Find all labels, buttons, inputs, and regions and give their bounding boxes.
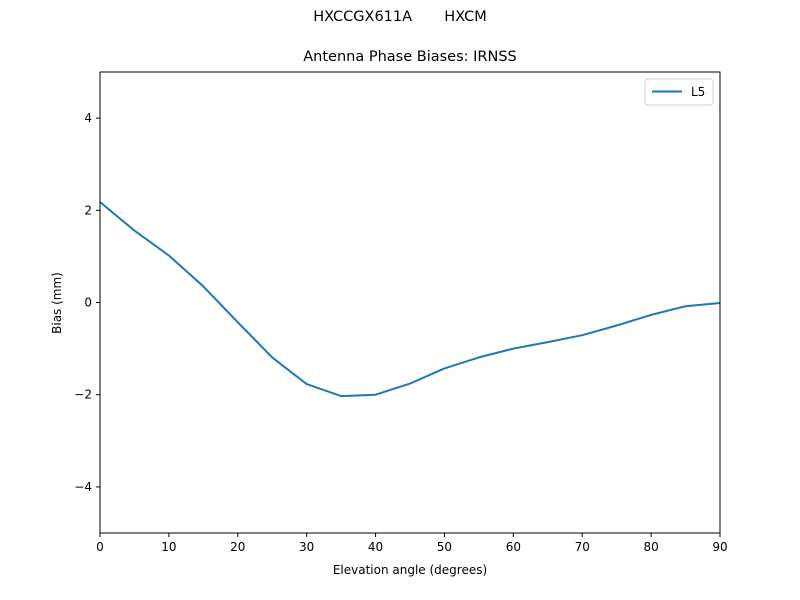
y-tick-label: 2: [84, 203, 92, 217]
x-axis-label: Elevation angle (degrees): [333, 563, 487, 577]
x-tick-label: 60: [506, 540, 521, 554]
x-tick-label: 10: [161, 540, 176, 554]
y-tick-label: 4: [84, 111, 92, 125]
y-tick-label: −2: [74, 388, 92, 402]
x-tick-label: 30: [299, 540, 314, 554]
legend: L5: [644, 78, 714, 106]
plot-frame: [99, 71, 721, 534]
series-layer: [99, 201, 721, 398]
series-line-l5: [99, 201, 721, 398]
x-tick-label: 40: [368, 540, 383, 554]
chart-title: Antenna Phase Biases: IRNSS: [303, 49, 517, 65]
figure-suptitle: HXCCGX611A HXCM: [313, 9, 487, 25]
x-axis-ticks: 0 10 20 30 40 50 60 70 80 90: [96, 533, 728, 554]
y-axis-label: Bias (mm): [50, 272, 64, 334]
legend-label-l5: L5: [691, 85, 705, 99]
y-axis-ticks: −4 −2 0 2 4: [74, 111, 100, 494]
x-tick-label: 50: [437, 540, 452, 554]
y-tick-label: −4: [74, 480, 92, 494]
x-tick-label: 0: [96, 540, 104, 554]
x-tick-label: 70: [575, 540, 590, 554]
x-tick-label: 80: [643, 540, 658, 554]
x-tick-label: 90: [712, 540, 727, 554]
y-tick-label: 0: [84, 296, 92, 310]
x-tick-label: 20: [230, 540, 245, 554]
